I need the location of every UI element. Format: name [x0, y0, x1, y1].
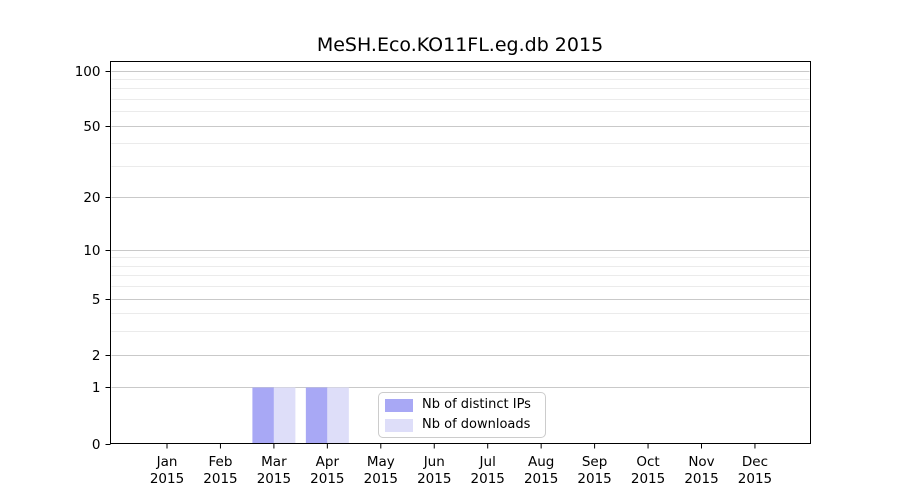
- y-tick-label: 10: [83, 243, 100, 259]
- legend-item-downloads: Nb of downloads: [385, 418, 537, 432]
- x-tick-label: Sep 2015: [577, 454, 611, 487]
- y-tick-label: 1: [92, 380, 101, 396]
- x-tick-label: Aug 2015: [524, 454, 558, 487]
- plot-frame: [110, 61, 811, 444]
- bar-distinct-ips: [305, 387, 328, 444]
- x-tick-label: Jul 2015: [471, 454, 505, 487]
- y-tick-label: 0: [92, 437, 101, 453]
- x-tick-label: Jan 2015: [150, 454, 184, 487]
- y-tick-label: 2: [92, 348, 101, 364]
- y-tick-label: 5: [92, 292, 101, 308]
- legend-label: Nb of downloads: [422, 417, 531, 432]
- legend-swatch-downloads: [385, 418, 413, 432]
- x-tick-label: Feb 2015: [203, 454, 237, 487]
- x-tick-label: Mar 2015: [257, 454, 291, 487]
- bar-distinct-ips: [252, 387, 274, 444]
- x-tick-label: Apr 2015: [310, 454, 344, 487]
- legend-swatch-distinct-ips: [385, 398, 413, 412]
- y-tick-label: 50: [83, 119, 100, 135]
- y-tick-label: 100: [75, 64, 101, 80]
- x-tick-label: Oct 2015: [631, 454, 665, 487]
- legend-label: Nb of distinct IPs: [422, 397, 531, 412]
- bar-downloads: [327, 387, 349, 444]
- x-tick-label: Jun 2015: [417, 454, 451, 487]
- legend-item-distinct-ips: Nb of distinct IPs: [385, 398, 537, 412]
- x-tick-label: Nov 2015: [684, 454, 718, 487]
- y-tick-label: 20: [83, 190, 100, 206]
- legend: Nb of distinct IPs Nb of downloads: [378, 392, 546, 438]
- x-tick-label: Dec 2015: [738, 454, 772, 487]
- bar-downloads: [273, 387, 296, 444]
- x-tick-label: May 2015: [364, 454, 398, 487]
- chart-title: MeSH.Eco.KO11FL.eg.db 2015: [316, 34, 604, 56]
